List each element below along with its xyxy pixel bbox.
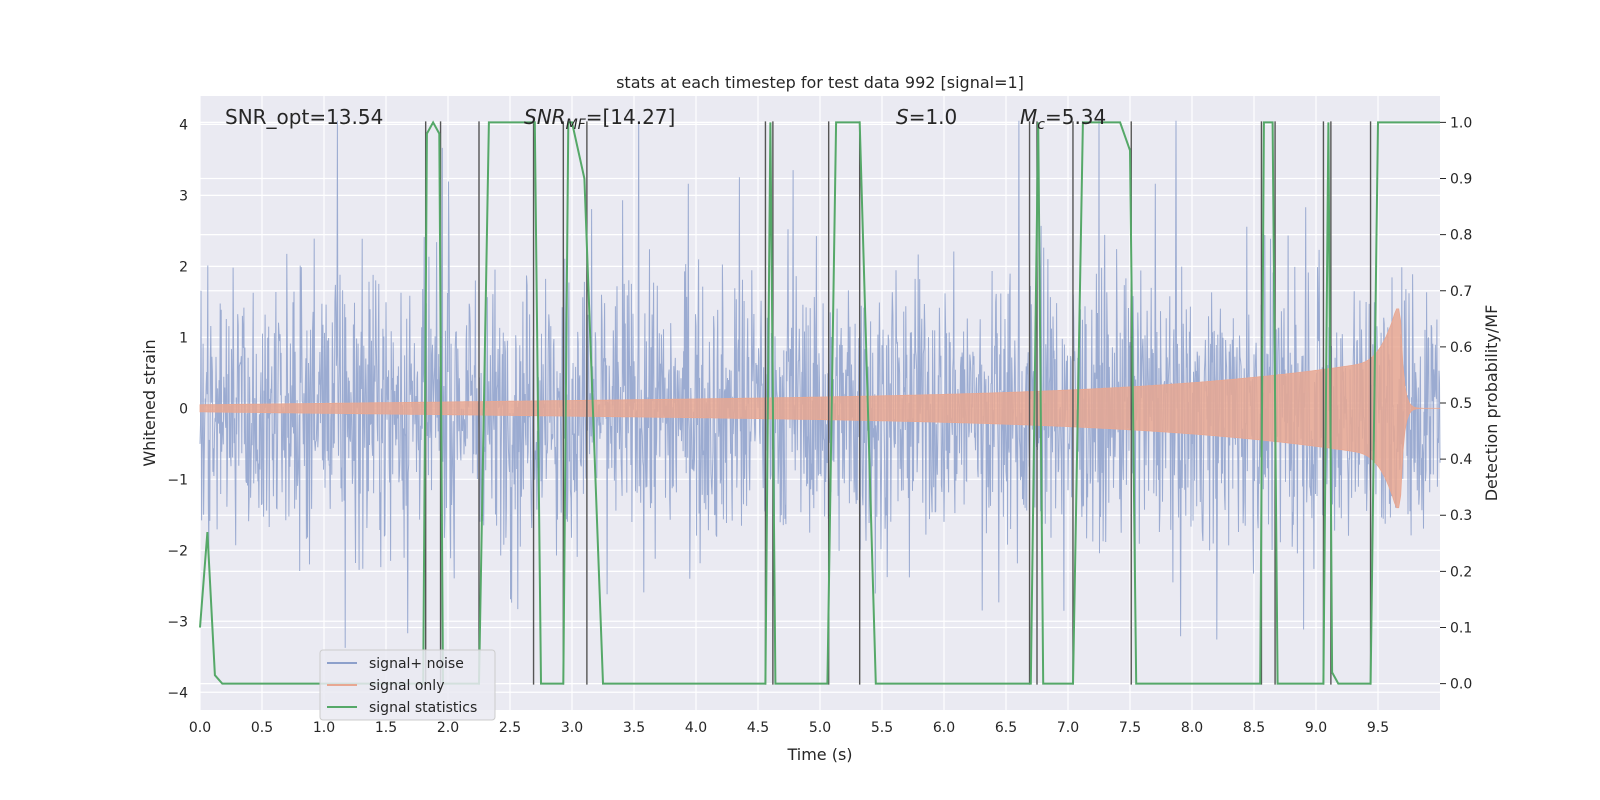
x-tick-label-17: 8.5 [1243, 720, 1265, 736]
annotation-mc: Mc=5.34 [1020, 105, 1106, 133]
x-tick-label-18: 9.0 [1305, 720, 1327, 736]
y-left-tick-label-0: −4 [167, 685, 188, 701]
y-right-tick-label-7: 0.7 [1450, 284, 1472, 300]
y-right-tick-label-8: 0.8 [1450, 228, 1472, 244]
signal-noise-line [199, 120, 1441, 648]
legend: signal+ noise signal only signal statist… [319, 649, 496, 721]
y-left-tick-label-7: 3 [179, 188, 188, 204]
y-right-tick-label-5: 0.5 [1450, 396, 1472, 412]
y-left-tick-label-3: −1 [167, 472, 188, 488]
x-tick-label-2: 1.0 [313, 720, 335, 736]
x-tick-label-16: 8.0 [1181, 720, 1203, 736]
annotation-snr-mf-sub: MF [566, 117, 587, 133]
annotation-mc-value: =5.34 [1045, 105, 1106, 129]
x-tick-label-15: 7.5 [1119, 720, 1141, 736]
annotation-mc-sub: c [1037, 117, 1045, 133]
annotation-snr-mf-value: =[14.27] [586, 105, 676, 129]
y-left-tick-label-1: −3 [167, 614, 188, 630]
annotation-s-value: =1.0 [909, 105, 958, 129]
y-left-tick-label-4: 0 [179, 401, 188, 417]
y-axis-right-title: Detection probability/MF [1482, 305, 1501, 502]
x-tick-label-3: 1.5 [375, 720, 397, 736]
x-axis-title: Time (s) [786, 745, 852, 764]
signal-only-band [199, 308, 1440, 509]
x-tick-label-5: 2.5 [499, 720, 521, 736]
annotation-snr-opt: SNR_opt=13.54 [225, 105, 383, 129]
y-left-tick-label-2: −2 [167, 543, 188, 559]
y-right-tick-label-2: 0.2 [1450, 564, 1472, 580]
y-right-tick-label-0: 0.0 [1450, 677, 1472, 693]
signal-statistics-line [199, 120, 1440, 685]
x-tick-label-12: 6.0 [933, 720, 955, 736]
y-axis-left-ticks: −4 −3 −2 −1 0 1 2 3 4 [167, 117, 188, 701]
y-right-tick-label-9: 0.9 [1450, 172, 1472, 188]
y-right-tick-label-3: 0.3 [1450, 508, 1472, 524]
x-tick-label-0: 0.0 [189, 720, 211, 736]
x-tick-label-11: 5.5 [871, 720, 893, 736]
annotation-s-label: S [896, 105, 909, 129]
y-axis-left-title: Whitened strain [140, 339, 159, 466]
x-tick-label-19: 9.5 [1367, 720, 1389, 736]
y-right-tick-label-1: 0.1 [1450, 620, 1472, 636]
legend-label-signal-statistics: signal statistics [369, 700, 477, 716]
y-right-tick-label-10: 1.0 [1450, 115, 1472, 131]
annotation-s: S=1.0 [896, 105, 957, 129]
x-tick-label-9: 4.5 [747, 720, 769, 736]
signal-noise-series [199, 120, 1441, 648]
legend-label-signal-only: signal only [369, 678, 444, 694]
x-tick-label-10: 5.0 [809, 720, 831, 736]
signal-statistics-series [199, 120, 1440, 685]
x-tick-label-8: 4.0 [685, 720, 707, 736]
y-axis-right-ticks: 0.0 0.1 0.2 0.3 0.4 0.5 0.6 0.7 0.8 0.9 1.0 [1440, 115, 1472, 693]
y-right-tick-label-6: 0.6 [1450, 340, 1472, 356]
legend-box [319, 649, 496, 721]
y-left-tick-label-5: 1 [179, 330, 188, 346]
x-tick-label-1: 0.5 [251, 720, 273, 736]
x-axis-ticks: 0.0 0.5 1.0 1.5 2.0 2.5 3.0 3.5 4.0 4.5 5.0 5.5 6.0 6… [189, 720, 1389, 736]
y-left-tick-label-6: 2 [179, 259, 188, 275]
x-tick-label-7: 3.5 [623, 720, 645, 736]
chart-title: stats at each timestep for test data 992… [616, 73, 1024, 92]
x-tick-label-13: 6.5 [995, 720, 1017, 736]
x-tick-label-6: 3.0 [561, 720, 583, 736]
y-right-tick-label-4: 0.4 [1450, 452, 1472, 468]
y-left-tick-label-8: 4 [179, 117, 188, 133]
annotation-snr-mf-label: SNR [524, 105, 566, 129]
signal-only-series [199, 308, 1440, 509]
legend-label-signal-noise: signal+ noise [369, 656, 464, 672]
x-tick-label-14: 7.0 [1057, 720, 1079, 736]
x-tick-label-4: 2.0 [437, 720, 459, 736]
annotation-mc-label: M [1020, 105, 1037, 129]
annotation-snr-mf: SNRMF=[14.27] [524, 105, 675, 133]
